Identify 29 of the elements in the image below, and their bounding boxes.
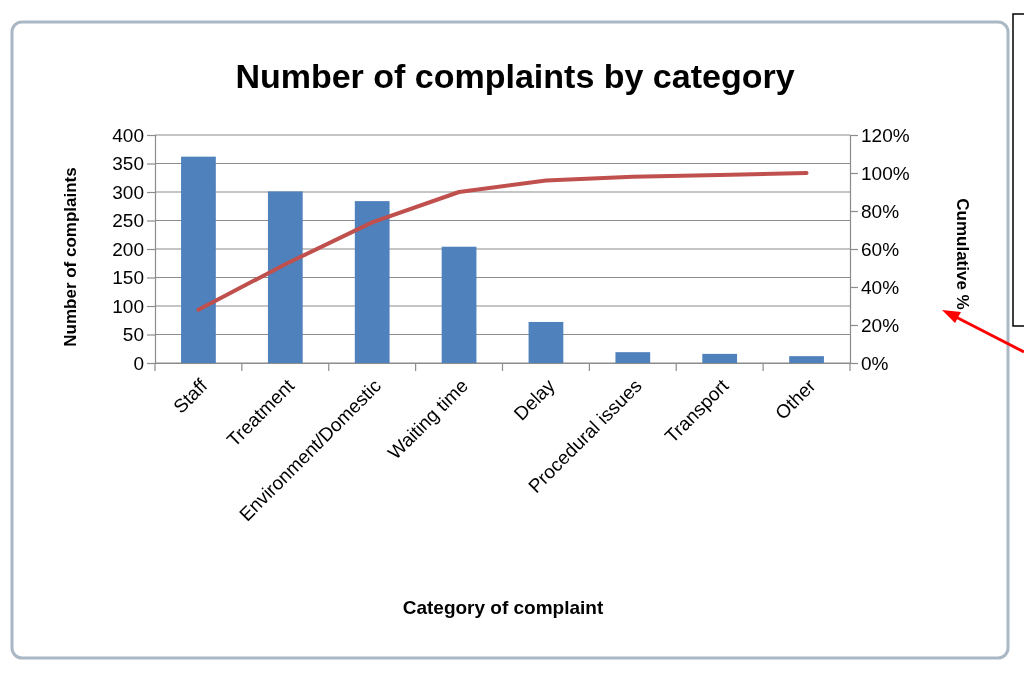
y-tick-label: 150	[112, 267, 144, 289]
y-tick-label: 300	[112, 181, 144, 203]
y-tick-label: 350	[112, 153, 144, 175]
y2-tick-label: 80%	[861, 200, 900, 222]
y-tick-label: 0	[133, 352, 144, 374]
y2-tick-label: 60%	[861, 238, 900, 260]
bar	[789, 356, 824, 363]
y-tick-label: 250	[112, 210, 144, 232]
bar	[528, 321, 564, 363]
y-tick-label: 200	[112, 238, 144, 260]
bar	[181, 156, 216, 363]
chart-title: Number of complaints by category	[235, 57, 795, 95]
y2-axis-title: Cumulative %	[953, 198, 972, 310]
y-tick-label: 400	[112, 124, 144, 146]
bar	[615, 352, 651, 363]
y2-tick-label: 120%	[861, 124, 910, 146]
y2-tick-label: 100%	[861, 162, 910, 184]
y-axis-title: Number of complaints	[61, 167, 80, 347]
y-tick-label: 100	[112, 295, 144, 317]
y-tick-label: 50	[122, 324, 144, 346]
x-axis-title: Category of complaint	[402, 597, 604, 618]
y2-tick-label: 20%	[861, 314, 900, 336]
bar	[354, 201, 390, 363]
bar	[702, 353, 738, 363]
bar	[441, 246, 477, 363]
bar	[267, 191, 303, 363]
y2-tick-label: 40%	[861, 276, 900, 298]
line-series	[196, 171, 809, 312]
y2-tick-label: 0%	[861, 352, 889, 374]
